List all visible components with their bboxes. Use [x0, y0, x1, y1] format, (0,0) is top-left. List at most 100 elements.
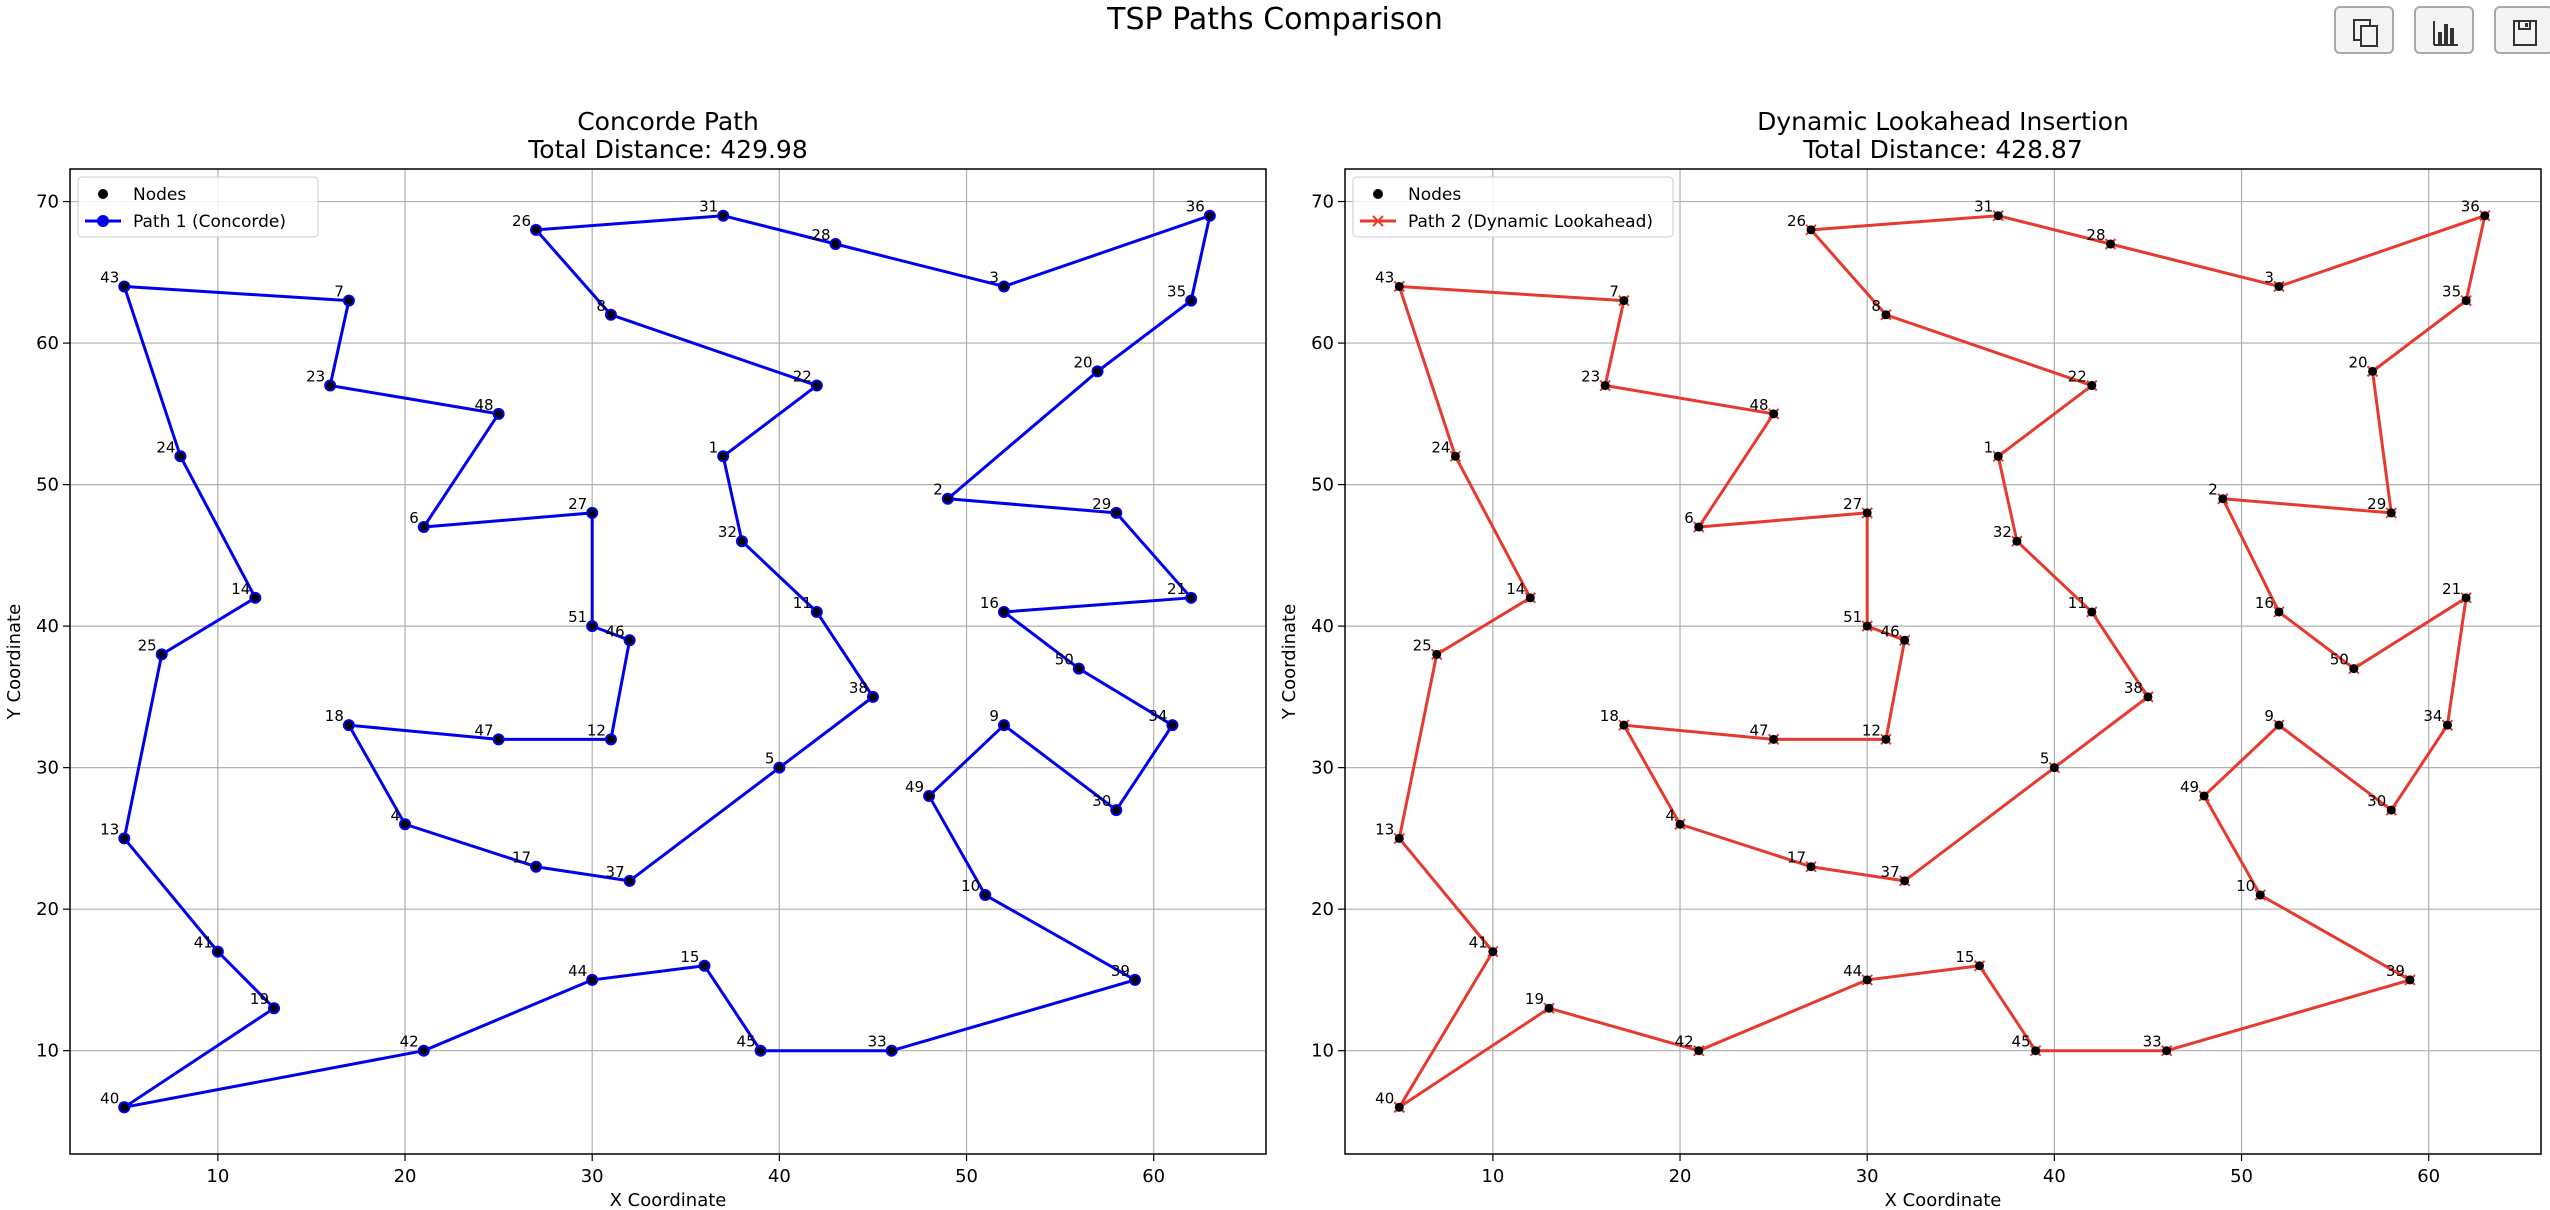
node-18 [344, 721, 353, 730]
node-label-40: 40 [100, 1089, 119, 1107]
node-label-38: 38 [2124, 679, 2143, 697]
node-label-26: 26 [512, 212, 531, 230]
x-tick-label: 50 [955, 1166, 978, 1187]
y-tick-label: 50 [36, 475, 59, 496]
x-tick-label: 40 [768, 1166, 791, 1187]
node-11 [2087, 607, 2097, 617]
node-45 [756, 1046, 765, 1055]
node-label-42: 42 [400, 1033, 419, 1051]
node-label-10: 10 [961, 877, 980, 895]
node-39 [2405, 975, 2415, 985]
node-label-11: 11 [2068, 594, 2087, 612]
x-tick-label: 60 [1142, 1166, 1165, 1187]
node-label-3: 3 [989, 268, 999, 286]
x-tick-label: 10 [1481, 1166, 1504, 1187]
node-10 [2255, 890, 2265, 900]
node-43 [1394, 281, 1404, 291]
node-label-18: 18 [325, 707, 344, 725]
node-label-32: 32 [718, 523, 737, 541]
x-tick-label: 60 [2417, 1166, 2440, 1187]
copy-icon [2353, 19, 2378, 47]
node-label-50: 50 [2330, 651, 2349, 669]
node-label-15: 15 [1955, 948, 1974, 966]
node-49 [2199, 791, 2209, 801]
node-34 [1168, 721, 1177, 730]
node-label-36: 36 [2461, 198, 2480, 216]
node-label-47: 47 [475, 721, 494, 739]
node-29 [1112, 508, 1121, 517]
node-4 [401, 820, 410, 829]
node-30 [2386, 805, 2396, 815]
node-46 [625, 636, 634, 645]
node-37 [625, 876, 634, 885]
node-19 [1544, 1003, 1554, 1013]
node-1 [1993, 451, 2003, 461]
node-label-6: 6 [1684, 509, 1694, 527]
copy-button[interactable] [2334, 6, 2394, 54]
node-35 [2461, 296, 2471, 306]
y-tick-label: 60 [36, 333, 59, 354]
node-label-20: 20 [1073, 353, 1092, 371]
node-2 [943, 494, 952, 503]
x-tick-label: 30 [581, 1166, 604, 1187]
save-button[interactable] [2494, 6, 2550, 54]
node-label-49: 49 [905, 778, 924, 796]
y-tick-label: 50 [1311, 475, 1334, 496]
node-27 [1862, 508, 1872, 518]
node-label-25: 25 [138, 636, 157, 654]
node-2 [2218, 494, 2228, 504]
node-label-34: 34 [2423, 707, 2442, 725]
node-33 [2162, 1046, 2172, 1056]
y-tick-label: 10 [36, 1041, 59, 1062]
plot-frame [1344, 168, 2542, 1155]
subplot-title: Dynamic Lookahead Insertion [1757, 107, 2129, 136]
node-49 [925, 791, 934, 800]
node-label-11: 11 [793, 594, 812, 612]
node-label-28: 28 [2086, 226, 2105, 244]
node-label-1: 1 [709, 438, 719, 456]
node-35 [1187, 296, 1196, 305]
y-axis-title: Y Coordinate [1279, 604, 1300, 720]
node-label-48: 48 [475, 396, 494, 414]
node-label-35: 35 [1167, 283, 1186, 301]
node-label-13: 13 [1375, 820, 1394, 838]
node-46 [1900, 635, 1910, 645]
node-44 [1862, 975, 1872, 985]
node-label-34: 34 [1148, 707, 1167, 725]
node-label-51: 51 [568, 608, 587, 626]
figure-title: TSP Paths Comparison [1107, 2, 1443, 37]
node-label-7: 7 [334, 283, 344, 301]
node-28 [2106, 239, 2116, 249]
node-33 [887, 1046, 896, 1055]
node-7 [344, 296, 353, 305]
node-13 [120, 834, 129, 843]
node-32 [2012, 536, 2022, 546]
node-label-36: 36 [1186, 198, 1205, 216]
node-label-21: 21 [1167, 580, 1186, 598]
plot-frame [69, 168, 1267, 1155]
node-1 [719, 452, 728, 461]
chart-button[interactable] [2414, 6, 2474, 54]
node-3 [2274, 281, 2284, 291]
node-40 [1394, 1102, 1404, 1112]
node-label-35: 35 [2442, 283, 2461, 301]
node-48 [494, 409, 503, 418]
node-label-39: 39 [1111, 962, 1130, 980]
node-label-28: 28 [811, 226, 830, 244]
node-20 [2368, 366, 2378, 376]
y-tick-label: 30 [36, 758, 59, 779]
node-label-17: 17 [512, 849, 531, 867]
node-label-2: 2 [933, 481, 943, 499]
node-label-22: 22 [2068, 368, 2087, 386]
x-tick-label: 20 [394, 1166, 417, 1187]
node-label-29: 29 [1092, 495, 1111, 513]
node-26 [532, 225, 541, 234]
node-51 [588, 622, 597, 631]
legend-box [1352, 176, 1674, 238]
node-label-43: 43 [1375, 268, 1394, 286]
node-42 [419, 1046, 428, 1055]
subplot-2: 1234567891011121314151617181920212223242… [1279, 107, 2542, 1210]
node-10 [981, 891, 990, 900]
node-label-27: 27 [1843, 495, 1862, 513]
node-label-44: 44 [568, 962, 587, 980]
